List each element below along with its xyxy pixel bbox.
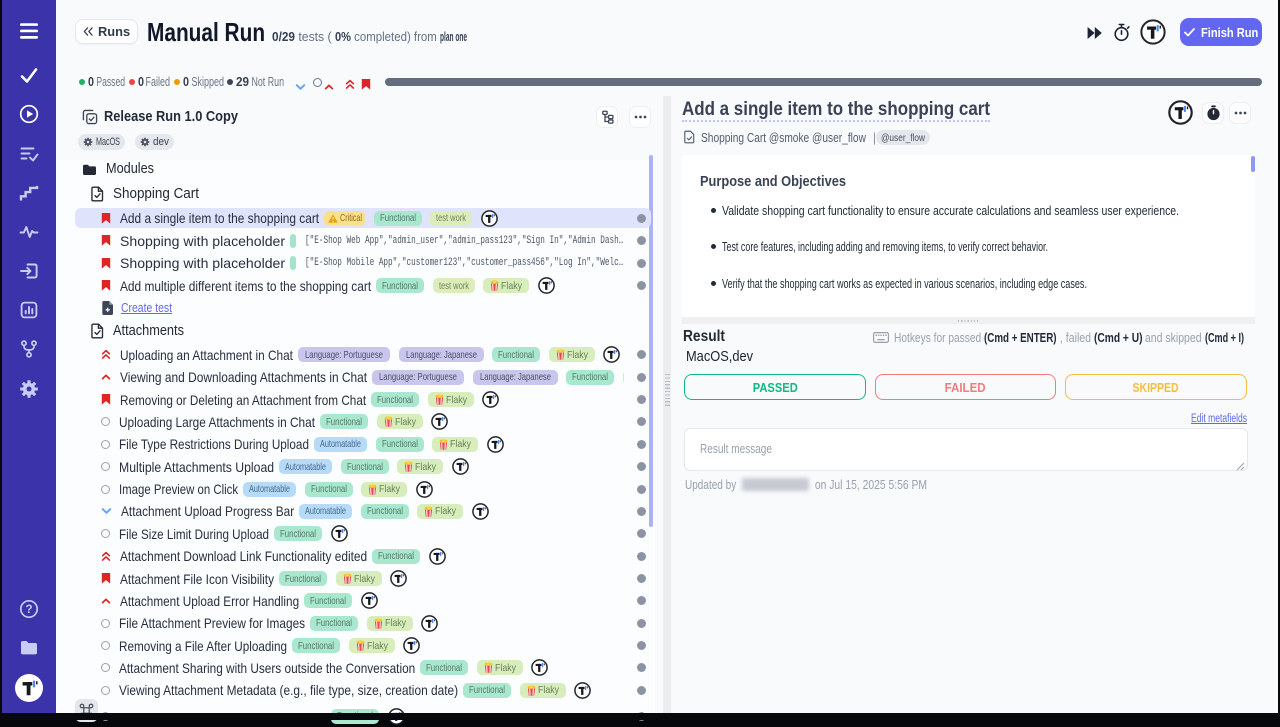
svg-text:?: ?: [25, 604, 32, 616]
